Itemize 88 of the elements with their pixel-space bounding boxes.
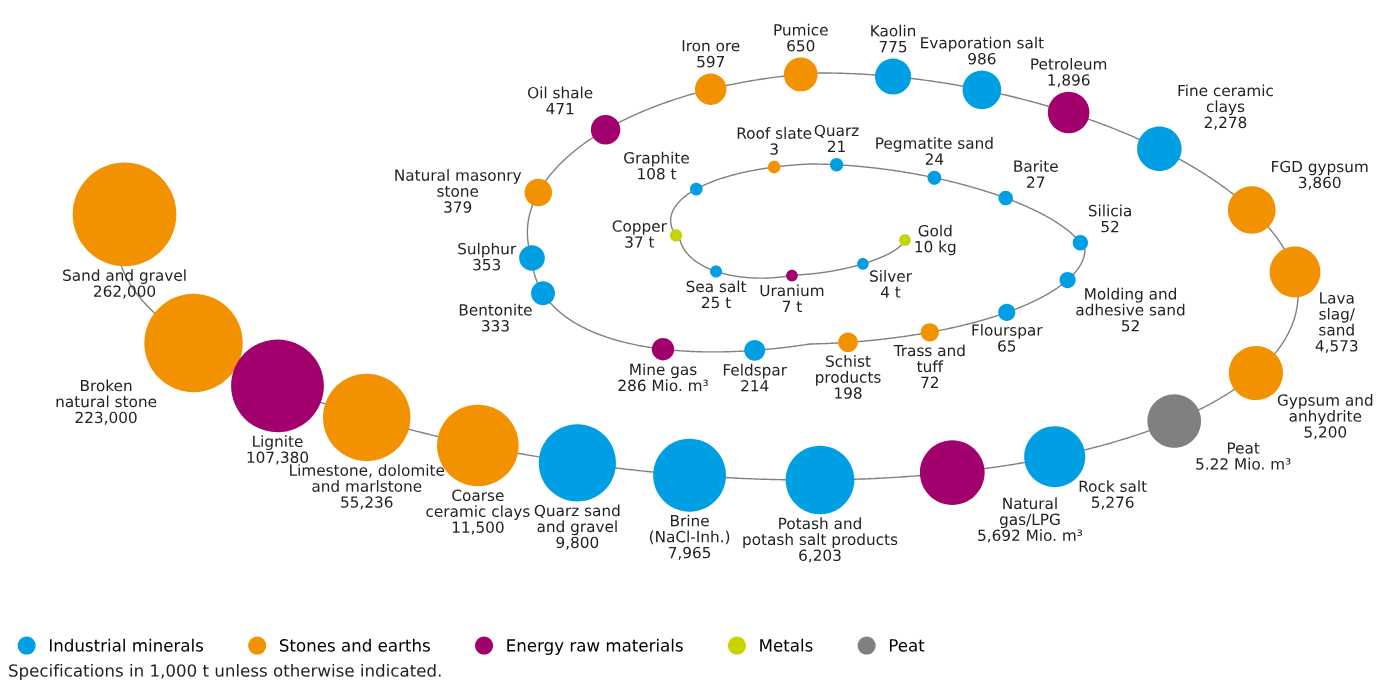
data-label: 262,000	[94, 285, 156, 299]
data-label: 214	[741, 380, 769, 392]
data-label: 775	[879, 41, 907, 53]
category-label: Gypsum and anhydrite	[1277, 394, 1373, 425]
data-label: 5,692 Mio. m³	[978, 529, 1083, 543]
category-label: Schist products	[816, 355, 881, 386]
data-label: 10 kg	[915, 240, 956, 256]
data-label: 379	[444, 201, 472, 213]
data-label: 72	[921, 376, 938, 388]
data-label: 3	[770, 143, 778, 155]
category-label: Potash and potash salt products	[743, 517, 898, 549]
category-label: Peat	[1227, 442, 1260, 454]
category-label: Petroleum	[1031, 57, 1107, 70]
category-label: Barite	[1014, 160, 1058, 172]
category-label: Rock salt	[1079, 480, 1147, 493]
data-label: 107,380	[247, 451, 309, 465]
category-label: Natural gas/LPG	[999, 497, 1060, 529]
category-label: Evaporation salt	[921, 36, 1044, 52]
data-label: 353	[473, 258, 501, 271]
data-label: 650	[787, 40, 815, 52]
category-label: Molding and adhesive sand	[1076, 287, 1185, 316]
category-label: Graphite	[624, 151, 689, 167]
data-label: 4 t	[880, 286, 901, 298]
category-label: Mine gas	[630, 363, 697, 379]
category-label: Broken natural stone	[56, 379, 157, 408]
category-label: Pegmatite sand	[876, 137, 993, 152]
category-label: Flourspar	[972, 323, 1043, 339]
data-label: 52	[1122, 319, 1139, 332]
data-label: 65	[998, 340, 1016, 352]
category-label: Gold	[918, 224, 952, 237]
category-label: Pumice	[774, 23, 828, 36]
category-label: Sand and gravel	[63, 269, 186, 284]
category-label: FGD gypsum	[1272, 160, 1368, 176]
data-label: 5,200	[1304, 426, 1347, 440]
data-label: 5,276	[1091, 496, 1134, 510]
category-label: Lignite	[253, 435, 303, 451]
data-label: 333	[482, 320, 509, 332]
data-label: 21	[827, 140, 845, 152]
category-label: Natural masonry stone	[395, 169, 522, 197]
category-label: Bentonite	[459, 303, 532, 316]
data-label: 471	[546, 103, 574, 115]
legend-label: Stones and earths	[279, 638, 430, 652]
data-label: 5.22 Mio. m³	[1196, 457, 1291, 470]
data-label: 25 t	[702, 296, 731, 309]
data-label: 108 t	[638, 167, 677, 180]
legend-label: Peat	[889, 639, 925, 652]
data-label: 3,860	[1298, 176, 1341, 190]
legend-label: Energy raw materials	[507, 638, 683, 655]
category-label: Limestone, dolomite and marlstone	[290, 464, 445, 492]
data-label: 7,965	[668, 546, 711, 560]
category-label: Iron ore	[682, 40, 740, 52]
category-label: Coarse ceramic clays	[426, 489, 530, 520]
category-label: Kaolin	[871, 24, 916, 37]
legend-label: Industrial minerals	[49, 638, 204, 652]
category-label: Sea salt	[686, 280, 747, 293]
data-label: 55,236	[341, 496, 393, 510]
data-label: 4,573	[1315, 340, 1358, 354]
category-label: Uranium	[760, 284, 824, 297]
data-label: 6,203	[799, 549, 841, 563]
category-label: Silver	[870, 270, 912, 282]
legend-label: Metals	[760, 638, 813, 652]
data-label: 986	[968, 52, 996, 65]
category-label: Quarz	[814, 124, 859, 138]
data-label: 597	[697, 55, 725, 68]
data-label: 223,000	[75, 411, 137, 425]
data-label: 11,500	[452, 521, 504, 535]
category-label: Fine ceramic clays	[1178, 84, 1273, 116]
data-label: 198	[835, 387, 862, 399]
text: Specifications in 1,000 t unless otherwise indicated.	[9, 663, 441, 681]
category-label: Oil shale	[528, 86, 593, 99]
data-label: 9,800	[556, 536, 599, 550]
category-label: Copper	[612, 220, 667, 235]
data-label: 24	[925, 153, 944, 165]
data-label: 1,896	[1048, 74, 1090, 88]
category-label: Sulphur	[458, 242, 517, 258]
data-label: 286 Mio. m³	[618, 379, 708, 392]
category-label: Roof slate	[737, 127, 812, 139]
category-label: Brine (NaCl-Inh.)	[649, 514, 730, 545]
data-label: 27	[1027, 176, 1045, 188]
category-label: Feldspar	[723, 363, 787, 379]
category-label: Quarz sand and gravel	[534, 504, 620, 536]
category-label: Trass and tuff	[893, 344, 965, 373]
category-label: Silicia	[1088, 204, 1131, 217]
data-label: 52	[1101, 220, 1119, 233]
data-label: 37 t	[625, 236, 655, 248]
category-label: Lava slag/ sand	[1319, 292, 1355, 336]
data-label: 2,278	[1204, 116, 1247, 130]
data-label: 7 t	[782, 300, 802, 312]
